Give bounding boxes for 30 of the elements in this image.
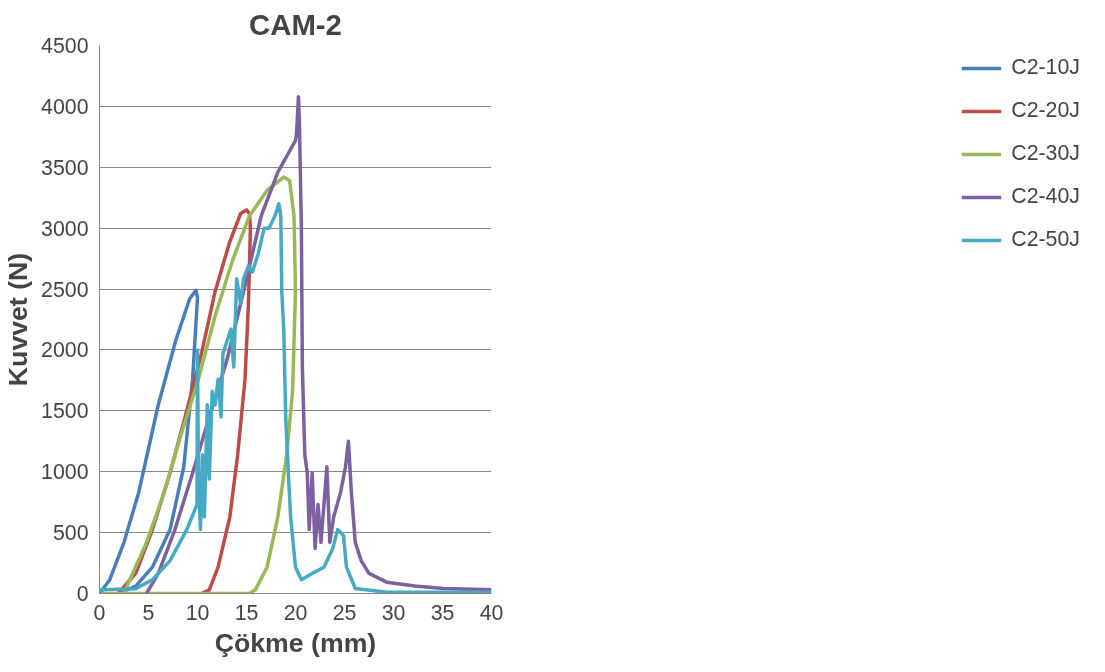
y-tick-label: 0 <box>76 582 89 606</box>
y-tick-label: 1500 <box>41 399 89 424</box>
x-tick-label: 30 <box>381 600 406 625</box>
chart-title: CAM-2 <box>249 7 342 41</box>
x-tick-label: 10 <box>185 600 210 625</box>
legend-label: C2-40J <box>1011 184 1080 209</box>
legend-label: C2-30J <box>1011 141 1080 166</box>
x-tick-label: 35 <box>430 600 455 625</box>
y-tick-label: 4000 <box>41 94 89 119</box>
y-tick-label: 3000 <box>41 216 89 241</box>
x-tick-label: 25 <box>332 600 357 625</box>
legend-label: C2-10J <box>1011 55 1080 80</box>
y-tick-label: 500 <box>52 521 89 546</box>
line-series <box>144 94 492 594</box>
legend-label: C2-50J <box>1011 227 1080 252</box>
y-tick-label: 4500 <box>41 34 89 58</box>
x-tick-label: 15 <box>234 600 259 625</box>
x-tick-label: 5 <box>142 600 155 625</box>
y-tick-label: 1000 <box>41 460 89 485</box>
y-tick-label: 2000 <box>41 338 89 363</box>
x-tick-label: 40 <box>479 600 504 625</box>
line-series <box>99 175 298 594</box>
x-axis-title: Çökme (mm) <box>214 627 377 658</box>
y-tick-label: 2500 <box>41 277 89 302</box>
y-axis-title: Kuvvet (N) <box>3 252 34 387</box>
line-series <box>99 288 200 594</box>
legend-label: C2-20J <box>1011 98 1080 123</box>
x-tick-label: 0 <box>93 600 106 625</box>
x-tick-label: 20 <box>283 600 308 625</box>
y-tick-label: 3500 <box>41 155 89 180</box>
